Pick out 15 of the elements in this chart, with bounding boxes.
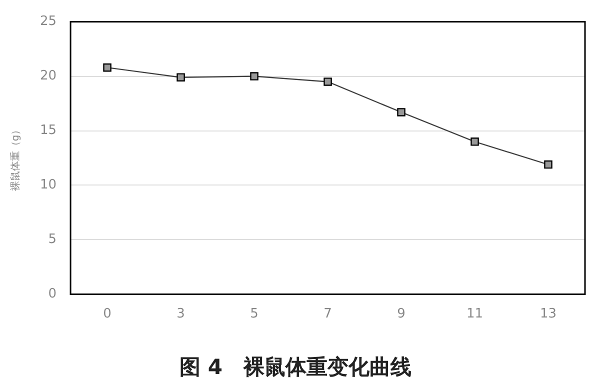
- text: 图 4 裸鼠体重变化曲线: [180, 354, 412, 379]
- y-axis-title: 裸鼠体重（g）: [10, 124, 22, 192]
- y-tick-label: 15: [40, 123, 57, 138]
- x-tick-label: 7: [324, 306, 332, 322]
- y-tick-label: 25: [40, 14, 57, 30]
- y-tick-label: 10: [40, 178, 57, 193]
- x-tick-label: 9: [397, 306, 406, 322]
- x-tick-label: 13: [540, 306, 557, 322]
- x-tick-label: 3: [176, 306, 185, 322]
- y-tick-label: 20: [40, 68, 57, 84]
- y-tick-label: 0: [48, 286, 57, 302]
- x-tick-label: 11: [466, 306, 484, 322]
- x-tick-label: 5: [250, 306, 258, 322]
- x-tick-label: 0: [103, 306, 112, 322]
- y-tick-label: 5: [48, 232, 57, 248]
